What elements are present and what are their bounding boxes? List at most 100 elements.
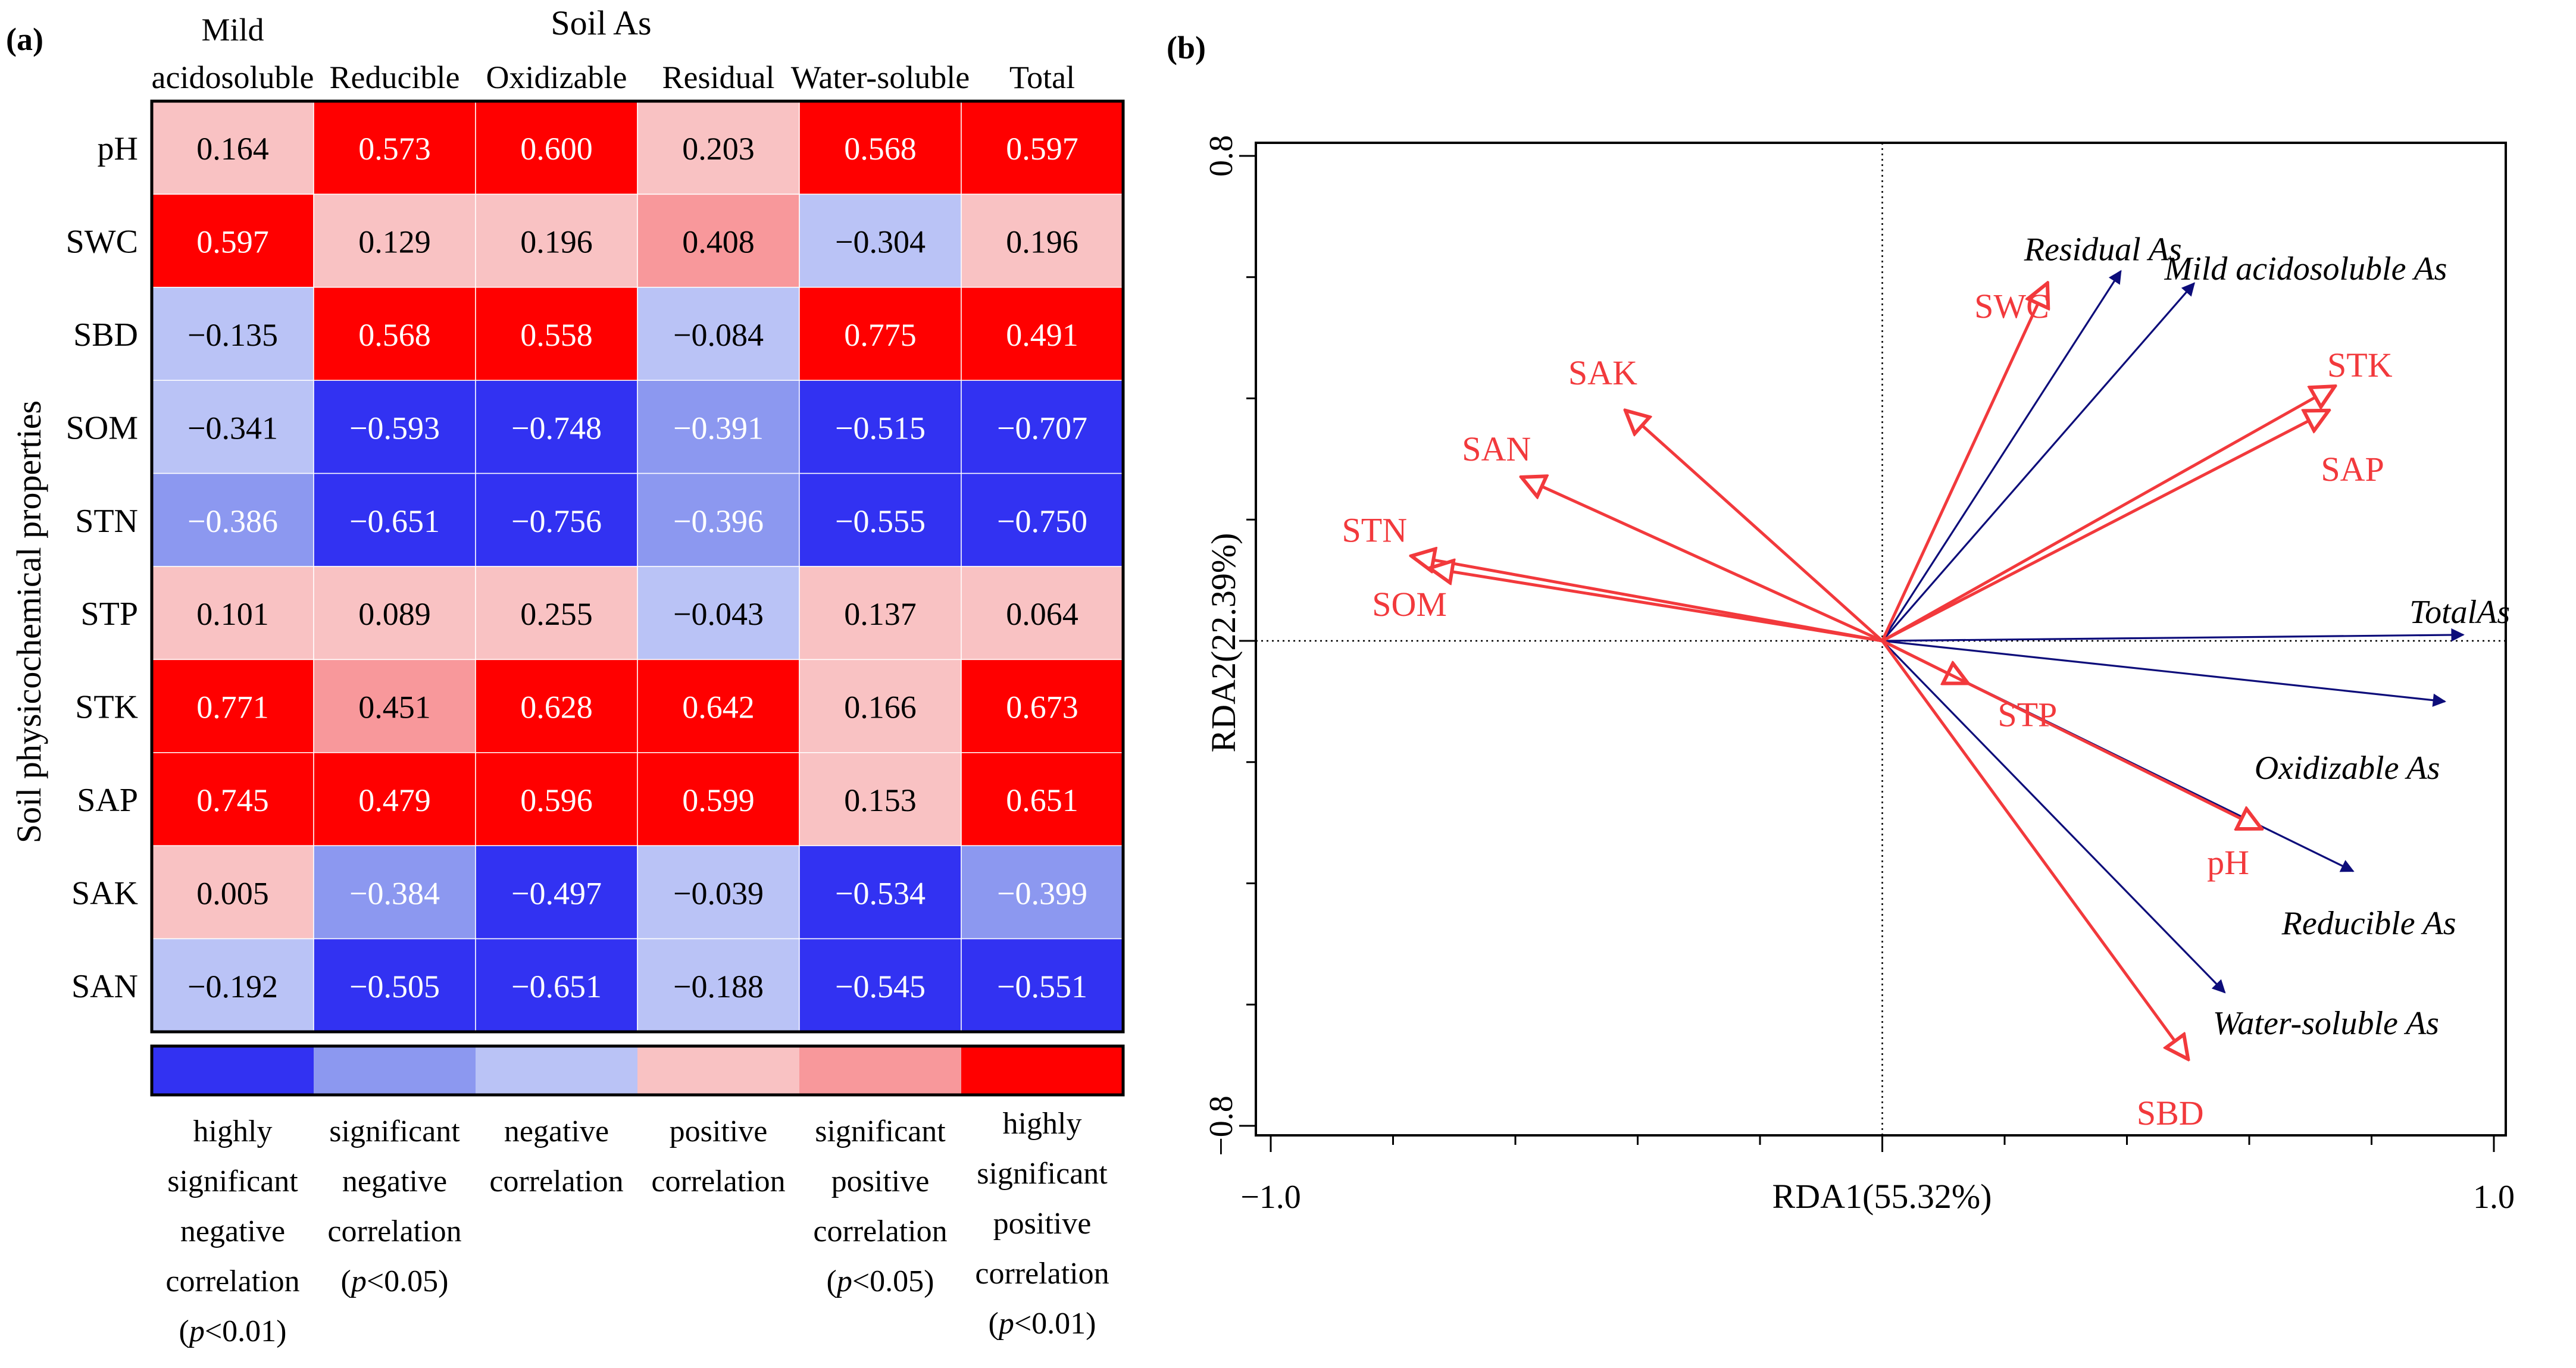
vector-label-residual-as: Residual As [2024, 231, 2182, 268]
y-tick-label: −0.8 [1203, 1095, 1240, 1156]
legend-text: significant [815, 1115, 946, 1148]
row-label-san: SAN [71, 968, 138, 1005]
legend-pvalue: (p<0.01) [989, 1307, 1096, 1341]
heatmap-cell [961, 287, 1124, 381]
vector-label-oxidizable-as: Oxidizable As [2255, 750, 2440, 787]
vector-sak [1625, 411, 1884, 642]
heatmap-cell [637, 193, 800, 288]
heatmap-cell-value: 0.599 [682, 782, 755, 818]
legend-swatch-highly-pos [961, 1046, 1123, 1095]
heatmap-cell [475, 938, 638, 1032]
vector-label-swc: SWC [1974, 287, 2049, 325]
col-group-title: Soil As [551, 4, 651, 42]
heatmap-cell [799, 938, 962, 1032]
heatmap-cell-value: −0.188 [673, 969, 764, 1004]
y-axis-label: RDA2(22.39%) [1204, 533, 1243, 753]
x-tick-label: −1.0 [1240, 1179, 1301, 1216]
row-group-title: Soil physicochemical properties [10, 400, 48, 843]
heatmap-cell-value: −0.135 [187, 317, 278, 353]
heatmap-cell [313, 287, 476, 381]
heatmap-cell [961, 659, 1124, 753]
heatmap-cell-value: 0.771 [196, 690, 269, 725]
heatmap-cell [799, 287, 962, 381]
legend-swatch-sig-pos [799, 1046, 961, 1095]
vector-sap [1881, 411, 2329, 643]
heatmap-cell-value: 0.597 [196, 224, 269, 260]
vector-ph [1881, 639, 2262, 829]
heatmap-cells: 0.164 0.573 0.600 0.203 0.568 0.597 0.597 0.129… [151, 101, 1124, 1032]
heatmap-cell [151, 845, 314, 940]
heatmap-column-headers: Mild acidosoluble Reducible Oxidizable Resid… [152, 12, 1076, 95]
heatmap-cell [475, 101, 638, 195]
heatmap-cell [961, 845, 1124, 940]
heatmap-cell [637, 287, 800, 381]
heatmap-cell-value: −0.084 [673, 317, 764, 353]
heatmap-cell [151, 659, 314, 753]
vector-label-sbd: SBD [2137, 1094, 2204, 1132]
heatmap-cell-value: 0.600 [520, 131, 593, 167]
legend-pvalue: (p<0.05) [341, 1264, 449, 1298]
legend-pvalue: (p<0.05) [827, 1264, 934, 1298]
heatmap-cell [313, 752, 476, 846]
heatmap-cell-value: 0.491 [1006, 317, 1078, 353]
heatmap-cell [313, 566, 476, 660]
biplot-axes: −1.0 1.0 0.8 −0.8 [1203, 135, 2515, 1216]
heatmap-cell-value: −0.707 [997, 410, 1087, 446]
vector-label-totalas: TotalAs [2409, 594, 2510, 631]
vector-label-san: SAN [1462, 430, 1531, 468]
heatmap-cell-value: 0.775 [844, 317, 917, 353]
heatmap-cell-value: −0.748 [511, 410, 602, 446]
vector-som [1430, 568, 1883, 643]
heatmap-cell-value: −0.515 [835, 410, 926, 446]
legend-text: positive [670, 1115, 768, 1148]
heatmap-cell-value: 0.479 [358, 782, 431, 818]
row-label-sap: SAP [77, 782, 138, 819]
heatmap-cell-value: −0.593 [349, 410, 440, 446]
heatmap-cell-value: −0.555 [835, 503, 926, 539]
heatmap-cell [313, 380, 476, 474]
vector-label-stn: STN [1342, 511, 1408, 549]
row-label-sak: SAK [71, 875, 138, 912]
row-label-stp: STP [81, 596, 139, 633]
heatmap-cell [151, 287, 314, 381]
heatmap-cell [475, 566, 638, 660]
panel-a-label: (a) [6, 21, 43, 57]
heatmap-cell [637, 845, 800, 940]
heatmap-cell [313, 845, 476, 940]
heatmap-cell [961, 566, 1124, 660]
column-header: acidosoluble [152, 60, 314, 95]
heatmap-cell-value: −0.304 [835, 224, 926, 260]
heatmap-cell [313, 193, 476, 288]
heatmap-cell [799, 101, 962, 195]
heatmap-cell-value: −0.505 [349, 969, 440, 1004]
heatmap-cell-value: −0.551 [997, 969, 1087, 1004]
vector-stk [1881, 386, 2335, 643]
column-header: Residual [662, 60, 775, 95]
legend-text: correlation [327, 1214, 461, 1248]
heatmap-row-labels: pH SWC SBD SOM STN STP STK SAP SAK SAN [66, 130, 138, 1005]
heatmap-cell-value: 0.255 [520, 596, 593, 632]
vector-water-soluble-as [1881, 640, 2226, 994]
legend-swatch-pos [637, 1046, 799, 1095]
heatmap-cell [799, 380, 962, 474]
legend-text: significant [977, 1157, 1108, 1191]
legend-text: correlation [813, 1214, 947, 1248]
heatmap-cell-value: −0.545 [835, 969, 926, 1004]
heatmap-cell-value: −0.750 [997, 503, 1087, 539]
heatmap-cell-value: −0.043 [673, 596, 764, 632]
heatmap-cell [151, 752, 314, 846]
legend-text: positive [993, 1207, 1092, 1241]
vector-san [1521, 477, 1883, 643]
vector-totalas [1882, 628, 2465, 642]
row-label-som: SOM [66, 409, 138, 446]
heatmap-cell-value: 0.745 [196, 782, 269, 818]
heatmap-cell-value: 0.153 [844, 782, 917, 818]
heatmap-cell-value: −0.396 [673, 503, 764, 539]
column-header: Water-soluble [791, 60, 970, 95]
heatmap-cell-value: 0.196 [520, 224, 593, 260]
vector-residual-as [1881, 270, 2122, 641]
heatmap-cell [799, 659, 962, 753]
column-header: Oxidizable [486, 60, 627, 95]
heatmap-cell-value: −0.341 [187, 410, 278, 446]
